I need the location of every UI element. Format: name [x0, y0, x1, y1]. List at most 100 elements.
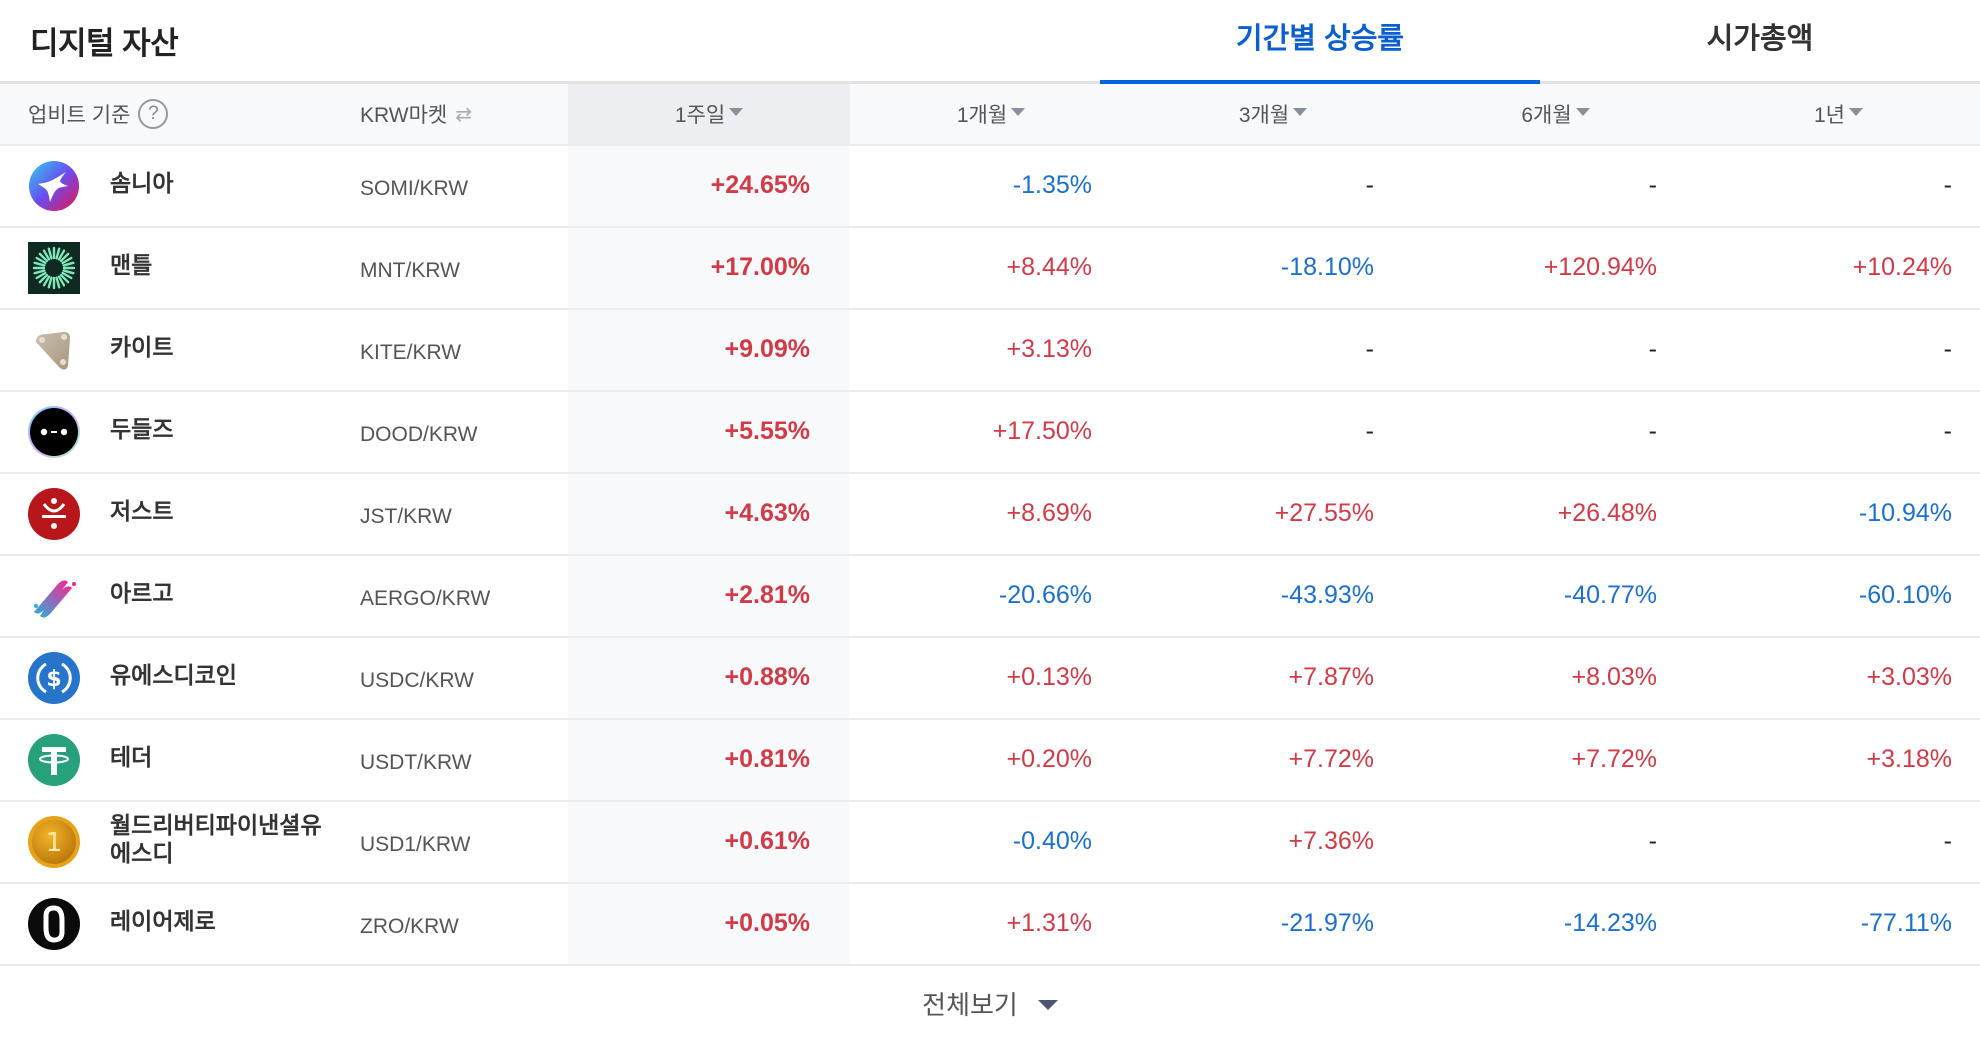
svg-text:1: 1 — [46, 828, 63, 858]
market-pair: SOMI/KRW — [360, 177, 469, 200]
change-3months: - — [1365, 416, 1374, 445]
column-header-1year[interactable]: 1년 — [1697, 84, 1980, 144]
change-1week: +24.65% — [710, 170, 810, 199]
sort-down-icon — [729, 108, 744, 116]
sorted-column-bg — [568, 884, 850, 964]
market-pair: USDT/KRW — [360, 751, 472, 774]
change-3months: - — [1365, 334, 1374, 363]
sorted-column-bg — [568, 720, 850, 800]
sort-down-icon — [1293, 108, 1308, 116]
change-1year: - — [1943, 416, 1952, 445]
market-pair: JST/KRW — [360, 505, 452, 528]
column-label: 3개월 — [1238, 104, 1290, 127]
sorted-column-bg — [568, 556, 850, 636]
view-all-label: 전체보기 — [922, 989, 1018, 1020]
column-header-1week[interactable]: 1주일 — [568, 84, 850, 144]
table-row[interactable]: 테더 USDT/KRW +0.81% +0.20% +7.72% +7.72% … — [0, 720, 1980, 802]
change-1month: +1.31% — [1006, 908, 1093, 937]
view-all-button[interactable]: 전체보기 — [922, 985, 1058, 1028]
coin-name: 유에스디코인 — [110, 662, 237, 688]
market-pair: ZRO/KRW — [360, 915, 459, 938]
change-1month: -0.40% — [1012, 826, 1092, 855]
change-3months: +27.55% — [1274, 498, 1374, 527]
market-pair: USD1/KRW — [360, 833, 471, 856]
page-title: 디지털 자산 — [30, 26, 179, 61]
table-row[interactable]: 아르고 AERGO/KRW +2.81% -20.66% -43.93% -40… — [0, 556, 1980, 638]
change-1month: +8.69% — [1006, 498, 1093, 527]
change-3months: +7.72% — [1288, 744, 1375, 773]
top-bar: 디지털 자산 기간별 상승률 시가총액 — [0, 0, 1980, 87]
help-icon[interactable]: ? — [138, 99, 169, 129]
change-3months: -21.97% — [1280, 908, 1374, 937]
aergo-icon — [28, 570, 80, 622]
change-6months: +26.48% — [1557, 498, 1657, 527]
change-1year: - — [1943, 826, 1952, 855]
change-6months: - — [1648, 334, 1657, 363]
coin-name: 솜니아 — [110, 170, 174, 196]
table-row[interactable]: 솜니아 SOMI/KRW +24.65% -1.35% - - - — [0, 146, 1980, 228]
market-pair: USDC/KRW — [360, 669, 474, 692]
market-pair: KITE/KRW — [360, 341, 462, 364]
change-6months: +7.72% — [1571, 744, 1658, 773]
sorted-column-bg — [568, 638, 850, 718]
change-1month: -20.66% — [998, 580, 1092, 609]
sorted-column-bg — [568, 146, 850, 226]
kite-icon — [28, 324, 80, 376]
footer: 전체보기 — [0, 966, 1980, 1046]
change-6months: - — [1648, 170, 1657, 199]
change-1month: +8.44% — [1006, 252, 1093, 281]
market-header[interactable]: KRW마켓 ⇄ — [360, 84, 472, 144]
tether-icon — [28, 734, 80, 786]
coin-name: 레이어제로 — [110, 908, 216, 934]
digital-asset-table: 업비트 기준 ? KRW마켓 ⇄ 1주일 1개월 3개월 6개월 1년 솜니아 … — [0, 84, 1980, 966]
layerzero-icon — [28, 898, 80, 950]
change-1month: +0.20% — [1006, 744, 1093, 773]
sorted-column-bg — [568, 228, 850, 308]
table-header: 업비트 기준 ? KRW마켓 ⇄ 1주일 1개월 3개월 6개월 1년 — [0, 84, 1980, 146]
just-icon — [28, 488, 80, 540]
change-3months: -43.93% — [1280, 580, 1374, 609]
table-row[interactable]: 저스트 JST/KRW +4.63% +8.69% +27.55% +26.48… — [0, 474, 1980, 556]
sorted-column-bg — [568, 474, 850, 554]
table-row[interactable]: 1 월드리버티파이낸셜유에스디 USD1/KRW +0.61% -0.40% +… — [0, 802, 1980, 884]
coin-name: 아르고 — [110, 580, 174, 606]
change-1week: +0.61% — [724, 826, 811, 855]
table-row[interactable]: 두들즈 DOOD/KRW +5.55% +17.50% - - - — [0, 392, 1980, 474]
change-1year: +3.18% — [1866, 744, 1953, 773]
table-row[interactable]: $ 유에스디코인 USDC/KRW +0.88% +0.13% +7.87% +… — [0, 638, 1980, 720]
change-6months: -14.23% — [1563, 908, 1657, 937]
tab-period-return[interactable]: 기간별 상승률 — [1100, 0, 1540, 87]
tab-market-cap[interactable]: 시가총액 — [1706, 23, 1814, 55]
column-header-6months[interactable]: 6개월 — [1414, 84, 1697, 144]
change-1month: -1.35% — [1012, 170, 1092, 199]
change-1year: +3.03% — [1866, 662, 1953, 691]
basis-header: 업비트 기준 ? — [28, 84, 169, 144]
change-1year: -10.94% — [1858, 498, 1952, 527]
change-6months: -40.77% — [1563, 580, 1657, 609]
column-label: 1개월 — [956, 104, 1008, 127]
change-1week: +0.88% — [724, 662, 811, 691]
change-1week: +2.81% — [724, 580, 811, 609]
chevron-down-icon — [1037, 1000, 1058, 1010]
column-label: 1주일 — [674, 104, 726, 127]
change-6months: +8.03% — [1571, 662, 1658, 691]
column-header-3months[interactable]: 3개월 — [1132, 84, 1414, 144]
market-pair: AERGO/KRW — [360, 587, 491, 610]
usd1-icon: 1 — [28, 816, 80, 868]
coin-name: 두들즈 — [110, 416, 174, 442]
swap-arrows-icon[interactable]: ⇄ — [455, 103, 473, 126]
change-1month: +3.13% — [1006, 334, 1093, 363]
sort-down-icon — [1575, 108, 1590, 116]
change-1year: - — [1943, 334, 1952, 363]
column-label: 1년 — [1814, 104, 1845, 127]
table-row[interactable]: 맨틀 MNT/KRW +17.00% +8.44% -18.10% +120.9… — [0, 228, 1980, 310]
change-3months: +7.87% — [1288, 662, 1375, 691]
table-row[interactable]: 카이트 KITE/KRW +9.09% +3.13% - - - — [0, 310, 1980, 392]
change-3months: - — [1365, 170, 1374, 199]
column-header-1month[interactable]: 1개월 — [850, 84, 1132, 144]
table-row[interactable]: 레이어제로 ZRO/KRW +0.05% +1.31% -21.97% -14.… — [0, 884, 1980, 966]
table-body: 솜니아 SOMI/KRW +24.65% -1.35% - - - 맨틀 MNT… — [0, 146, 1980, 966]
change-6months: - — [1648, 416, 1657, 445]
somnia-icon — [28, 160, 80, 212]
mantle-icon — [28, 242, 80, 294]
